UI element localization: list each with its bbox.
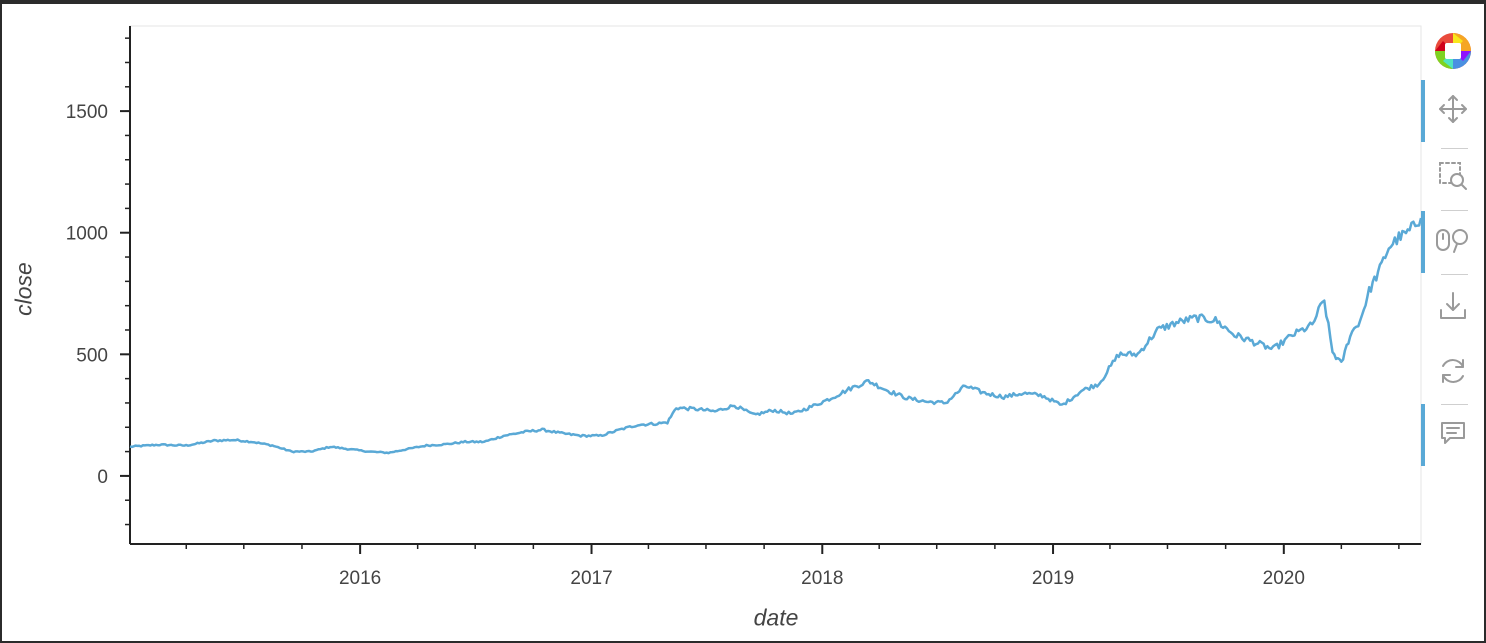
x-axis-label: date [753, 604, 799, 631]
plot-area[interactable] [129, 25, 1422, 545]
plot-frame: 0 500 1000 1500 2016 2017 2018 2019 2020 close d… [2, 4, 1484, 641]
x-tick-label: 2017 [570, 568, 612, 589]
y-tick-label: 0 [97, 467, 108, 488]
bokeh-logo-icon[interactable] [1421, 22, 1484, 80]
save-icon [1437, 290, 1469, 322]
pan-tool-button[interactable] [1421, 80, 1484, 142]
hover-icon [1438, 418, 1468, 448]
toolbar-divider [1441, 210, 1468, 211]
wheel-zoom-active-indicator [1421, 211, 1425, 273]
y-tick-label: 500 [76, 345, 108, 366]
save-tool-button[interactable] [1421, 277, 1484, 335]
toolbar-divider [1441, 404, 1468, 405]
toolbar-divider [1441, 148, 1468, 149]
x-tick-label: 2016 [339, 568, 381, 589]
y-tick-label: 1500 [66, 102, 108, 123]
toolbar-divider [1441, 274, 1468, 275]
y-axis-label: close [10, 262, 37, 316]
box-zoom-tool-button[interactable] [1421, 147, 1484, 205]
y-tick-label: 1000 [66, 224, 108, 245]
plot-toolbar [1421, 22, 1484, 492]
reset-tool-button[interactable] [1421, 342, 1484, 400]
pan-active-indicator [1421, 80, 1425, 142]
x-tick-label: 2018 [801, 568, 843, 589]
x-tick-label: 2020 [1263, 568, 1305, 589]
hover-active-indicator [1421, 404, 1425, 466]
box-zoom-icon [1437, 160, 1469, 192]
hover-tool-button[interactable] [1421, 404, 1484, 466]
line-chart[interactable]: 0 500 1000 1500 2016 2017 2018 2019 2020 [2, 4, 1484, 641]
wheel-zoom-icon [1435, 224, 1471, 256]
wheel-zoom-tool-button[interactable] [1421, 211, 1484, 273]
reset-icon [1437, 355, 1469, 387]
series-line-0[interactable] [129, 217, 1423, 455]
x-tick-label: 2019 [1032, 568, 1074, 589]
pan-icon [1437, 93, 1469, 125]
